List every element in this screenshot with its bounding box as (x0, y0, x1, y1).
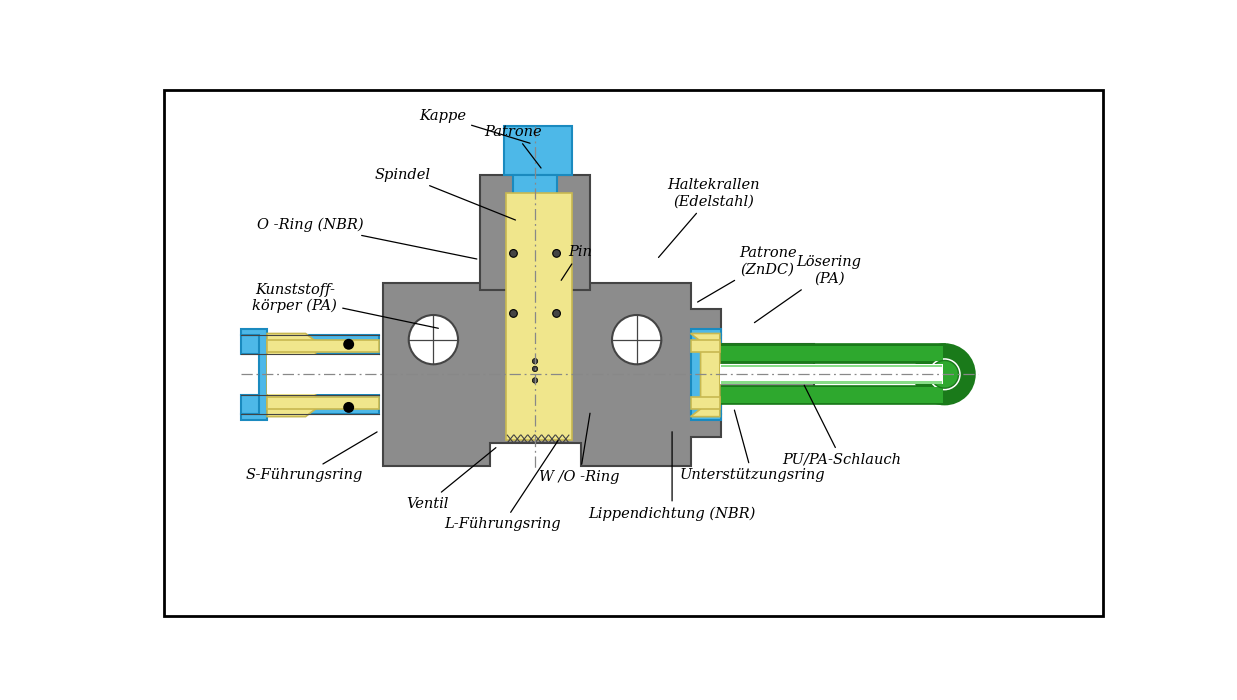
Text: Kunststoff-
körper (PA): Kunststoff- körper (PA) (252, 283, 438, 328)
Polygon shape (721, 346, 943, 361)
Polygon shape (505, 126, 571, 175)
Polygon shape (721, 387, 943, 402)
Polygon shape (241, 329, 267, 420)
Polygon shape (721, 365, 943, 368)
Text: Patrone
(ZnDC): Patrone (ZnDC) (698, 246, 797, 302)
Polygon shape (267, 397, 380, 409)
Circle shape (930, 360, 959, 388)
Text: Spindel: Spindel (375, 168, 516, 220)
Polygon shape (382, 262, 814, 466)
Polygon shape (720, 344, 945, 363)
Circle shape (510, 249, 517, 258)
Text: L-Führungsring: L-Führungsring (444, 440, 562, 531)
Circle shape (928, 357, 961, 391)
Text: S-Führungsring: S-Führungsring (245, 432, 377, 482)
Polygon shape (720, 364, 943, 384)
Polygon shape (690, 397, 720, 409)
Text: Patrone: Patrone (485, 125, 542, 168)
Circle shape (510, 309, 517, 317)
Circle shape (344, 402, 354, 412)
Polygon shape (267, 333, 315, 416)
Text: Ventil: Ventil (406, 448, 496, 511)
Text: O -Ring (NBR): O -Ring (NBR) (257, 218, 476, 259)
Circle shape (532, 378, 538, 383)
Polygon shape (690, 329, 721, 420)
Polygon shape (267, 340, 380, 352)
Polygon shape (513, 175, 557, 229)
Polygon shape (720, 386, 945, 405)
Polygon shape (241, 335, 380, 354)
Circle shape (612, 315, 662, 364)
Text: Haltekrallen
(Edelstahl): Haltekrallen (Edelstahl) (658, 178, 760, 258)
Polygon shape (267, 355, 380, 393)
Polygon shape (480, 175, 590, 290)
Circle shape (914, 344, 975, 405)
Text: PU/PA-Schlauch: PU/PA-Schlauch (782, 385, 901, 467)
Circle shape (532, 366, 538, 372)
Text: Kappe: Kappe (419, 109, 529, 144)
Circle shape (553, 249, 560, 258)
Polygon shape (521, 229, 549, 265)
Polygon shape (690, 335, 721, 354)
Polygon shape (690, 340, 720, 352)
Text: Lösering
(PA): Lösering (PA) (755, 256, 862, 323)
Circle shape (344, 340, 354, 349)
Polygon shape (506, 193, 571, 440)
Text: Lippendichtung (NBR): Lippendichtung (NBR) (589, 432, 756, 521)
Circle shape (553, 309, 560, 317)
Polygon shape (721, 382, 943, 384)
Circle shape (532, 358, 538, 364)
Text: W /O -Ring: W /O -Ring (539, 413, 620, 484)
Polygon shape (690, 333, 720, 416)
Polygon shape (241, 395, 380, 414)
Text: Unterstützungsring: Unterstützungsring (679, 410, 825, 482)
Text: Pin: Pin (562, 245, 591, 280)
Polygon shape (690, 395, 721, 414)
Circle shape (408, 315, 458, 364)
